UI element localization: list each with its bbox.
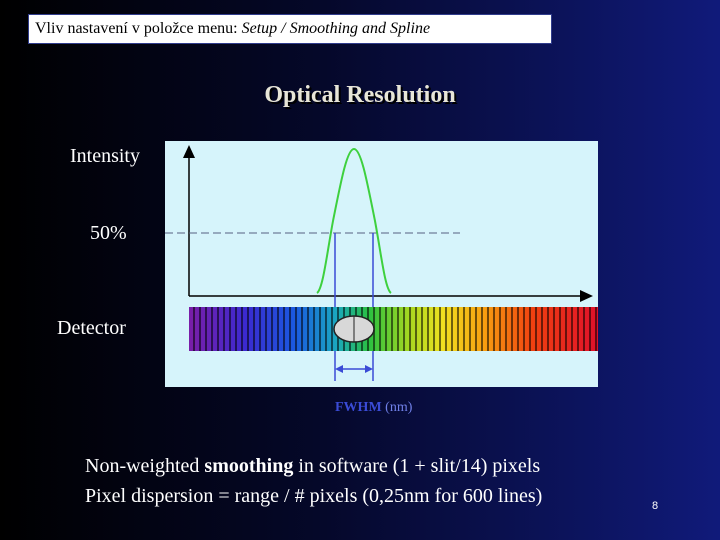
fwhm-arrow-right-head	[365, 365, 373, 373]
body-line-2: Pixel dispersion = range / # pixels (0,2…	[85, 485, 543, 507]
peak-curve	[316, 147, 392, 294]
half-max-label: 50%	[90, 222, 127, 244]
page-number: 8	[652, 500, 659, 512]
resolution-diagram	[165, 141, 598, 387]
header-menu-path: Setup / Smoothing and Spline	[241, 20, 431, 37]
body-line-1: Non-weighted smoothing in software (1 + …	[85, 455, 540, 478]
x-axis-arrow	[580, 290, 593, 302]
line1-bold: smoothing	[204, 455, 294, 477]
fwhm-unit: (nm)	[385, 400, 413, 415]
header-box: Vliv nastavení v položce menu: Setup / S…	[28, 14, 552, 44]
fwhm-label: FWHM (nm)	[335, 400, 412, 416]
detector-pixels	[189, 307, 598, 351]
slide-title: Optical Resolution	[264, 82, 456, 108]
detector-label: Detector	[57, 317, 126, 339]
fwhm-text: FWHM	[335, 400, 382, 415]
y-axis-arrow	[183, 145, 195, 158]
header-prefix: Vliv nastavení v položce menu:	[35, 20, 242, 37]
line1-post: in software (1 + slit/14) pixels	[293, 455, 541, 477]
line1-pre: Non-weighted	[85, 455, 205, 477]
fwhm-arrow-left-head	[335, 365, 343, 373]
diagram-svg	[165, 145, 598, 381]
intensity-label: Intensity	[70, 145, 140, 167]
